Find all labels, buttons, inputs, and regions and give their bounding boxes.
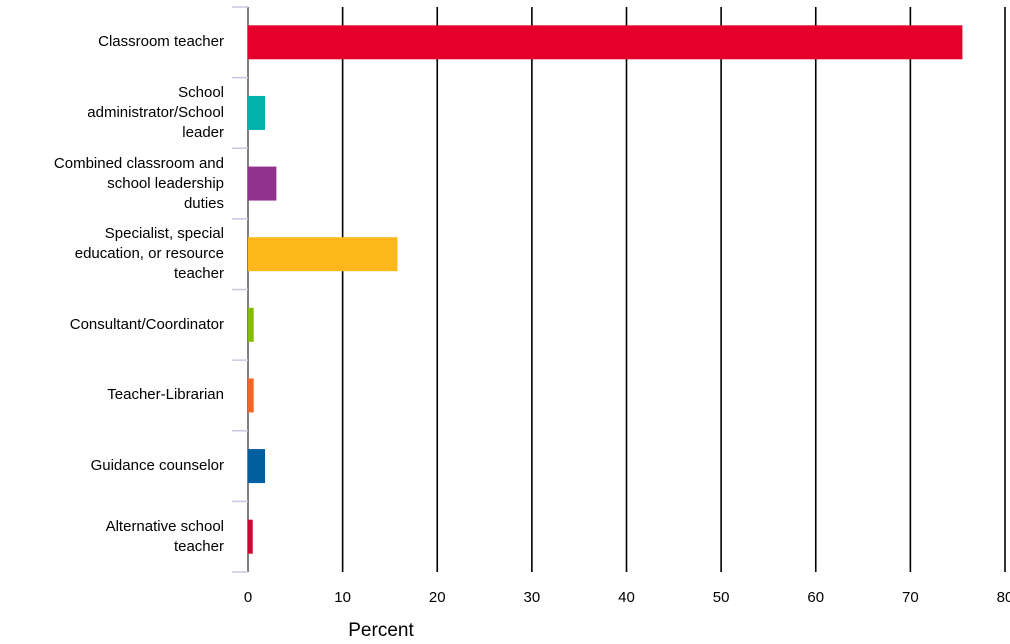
x-tick-label: 50 <box>712 589 730 606</box>
x-tick-label: 30 <box>523 589 541 606</box>
bar <box>248 95 266 130</box>
category-label: School administrator/School leader <box>87 83 224 141</box>
category-label: Teacher-Librarian <box>107 386 224 404</box>
category-label: Guidance counselor <box>90 457 224 475</box>
x-axis-title: Percent <box>348 620 414 641</box>
category-label: Consultant/Coordinator <box>69 315 224 333</box>
bar <box>248 237 398 272</box>
category-label: Specialist, special education, or resour… <box>74 225 224 283</box>
category-label: Classroom teacher <box>98 33 224 51</box>
x-tick-label: 40 <box>618 589 635 606</box>
x-tick-label: 60 <box>807 589 825 606</box>
bar <box>248 519 253 554</box>
bar <box>248 307 254 342</box>
bar <box>248 378 254 413</box>
category-label: Combined classroom and school leadership… <box>53 154 224 212</box>
bar <box>248 449 266 484</box>
x-tick-label: 80 <box>996 589 1010 606</box>
x-tick-label: 0 <box>243 589 253 606</box>
bar <box>248 25 963 60</box>
bar <box>248 166 277 201</box>
x-tick-label: 70 <box>902 589 919 606</box>
category-label: Alternative school teacher <box>105 517 224 555</box>
x-tick-label: 10 <box>334 589 351 606</box>
x-tick-label: 20 <box>428 589 446 606</box>
